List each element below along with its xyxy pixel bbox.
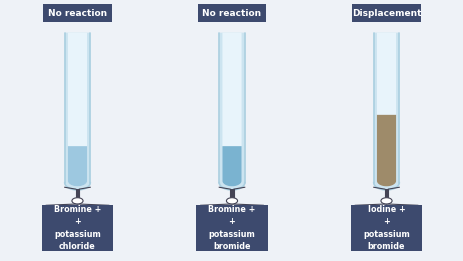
Polygon shape <box>68 33 87 186</box>
Polygon shape <box>75 189 79 198</box>
Polygon shape <box>376 33 395 186</box>
FancyBboxPatch shape <box>350 205 421 251</box>
FancyBboxPatch shape <box>43 4 112 22</box>
Polygon shape <box>65 33 90 190</box>
Text: Bromine +
+
potassium
bromide: Bromine + + potassium bromide <box>208 205 255 251</box>
Text: Bromine +
+
potassium
chloride: Bromine + + potassium chloride <box>54 205 101 251</box>
FancyBboxPatch shape <box>351 4 420 22</box>
Text: Displacement: Displacement <box>351 9 420 18</box>
Polygon shape <box>384 189 388 198</box>
Circle shape <box>72 198 83 204</box>
Text: No reaction: No reaction <box>202 9 261 18</box>
Polygon shape <box>373 33 398 190</box>
FancyBboxPatch shape <box>195 205 268 251</box>
Circle shape <box>380 198 391 204</box>
FancyBboxPatch shape <box>197 4 266 22</box>
FancyBboxPatch shape <box>42 205 113 251</box>
Polygon shape <box>222 33 241 186</box>
Text: Iodine +
+
potassium
bromide: Iodine + + potassium bromide <box>363 205 409 251</box>
Polygon shape <box>230 189 233 198</box>
Polygon shape <box>219 33 244 190</box>
Text: No reaction: No reaction <box>48 9 107 18</box>
Polygon shape <box>68 146 87 186</box>
Circle shape <box>226 198 237 204</box>
Polygon shape <box>376 115 395 186</box>
Polygon shape <box>222 146 241 186</box>
